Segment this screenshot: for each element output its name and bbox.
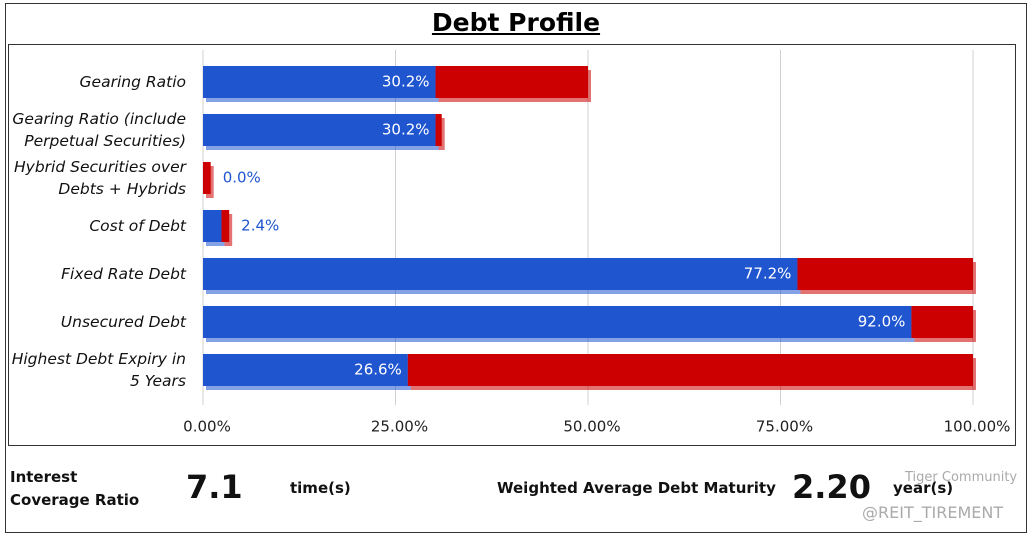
bar [203,66,436,98]
bar [203,210,222,242]
y-tick-label: Gearing Ratio [79,73,186,91]
bar [797,258,973,290]
x-tick-label: 50.00% [563,418,620,436]
coverage-label: Interest Coverage Ratio [10,468,140,509]
data-label: 0.0% [223,169,261,187]
bar [221,210,230,242]
data-label: 92.0% [858,313,906,331]
y-tick-label: Fixed Rate Debt [61,265,186,283]
watermark: Tiger Community [905,470,1018,485]
frame [5,3,1027,533]
y-tick-label: Gearing Ratio (include Perpetual Securit… [12,110,186,150]
maturity-label: Weighted Average Debt Maturity [497,479,776,497]
watermark: @REIT_TIREMENT [862,503,1004,522]
y-tick-label: Highest Debt Expiry in 5 Years [11,350,186,390]
bar [911,306,973,338]
coverage-unit: time(s) [290,479,351,497]
maturity-value: 2.20 [792,468,871,506]
bar [435,66,588,98]
maturity-unit: year(s) [893,479,954,497]
bar [407,354,973,386]
chart-frame [8,44,1016,446]
x-tick-label: 100.00% [944,418,1011,436]
y-tick-label: Cost of Debt [89,217,186,235]
x-tick-label: 0.00% [183,418,231,436]
bar [203,354,408,386]
bar [203,162,211,194]
y-tick-label: Unsecured Debt [60,313,186,331]
x-tick-label: 75.00% [756,418,813,436]
data-label: 30.2% [382,73,430,91]
data-label: 26.6% [354,361,402,379]
data-label: 2.4% [241,217,279,235]
data-label: 77.2% [744,265,792,283]
bar [435,114,442,146]
chart-title: Debt Profile [431,8,601,37]
data-label: 30.2% [382,121,430,139]
x-tick-label: 25.00% [371,418,428,436]
bar [203,306,912,338]
coverage-value: 7.1 [186,468,243,506]
bar [203,114,436,146]
bar [203,258,798,290]
y-tick-label: Hybrid Securities over Debts + Hybrids [14,158,186,198]
